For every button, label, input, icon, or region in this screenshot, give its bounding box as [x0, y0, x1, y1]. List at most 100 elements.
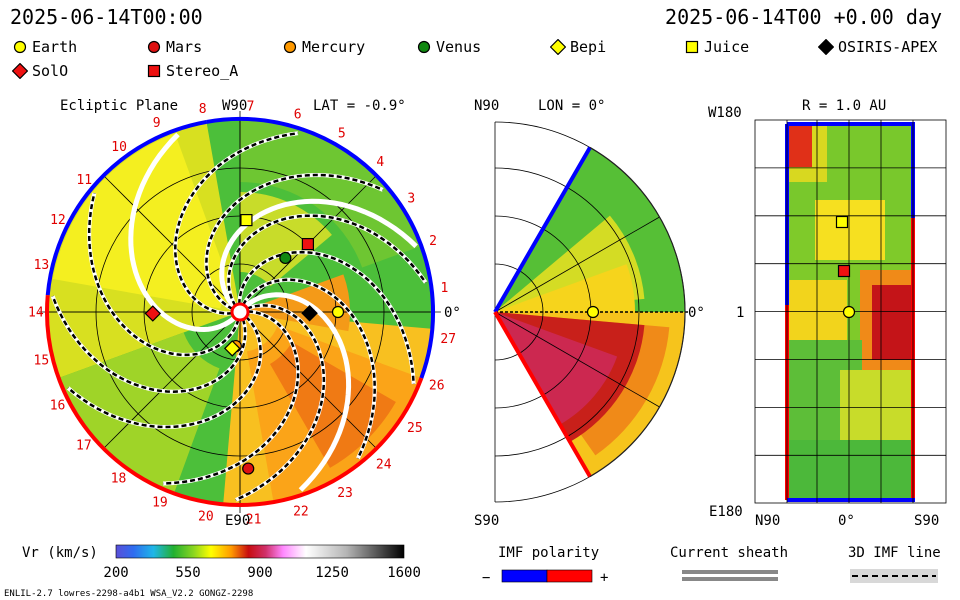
legend-item-solo: SolO: [12, 62, 68, 80]
legend-label: Venus: [436, 38, 482, 56]
legend-item-mars: Mars: [146, 38, 202, 56]
imf-polarity-label: IMF polarity: [498, 545, 599, 561]
meridional-marker-earth: [586, 305, 600, 319]
osiris-diamond-icon: [818, 39, 834, 55]
sector-number: 19: [152, 496, 168, 511]
imf-line: [205, 173, 384, 311]
footer-model-info: ENLIL-2.7 lowres-2298-a4b1 WSA_V2.2 GONG…: [4, 589, 253, 599]
positive-polarity-swatch: [546, 569, 593, 583]
meridional-bottom-label: S90: [474, 513, 499, 529]
colorbar-tick-label: 1250: [315, 565, 349, 581]
sector-number: 12: [50, 213, 66, 228]
legend-item-mercury: Mercury: [282, 38, 365, 56]
ecliptic-bottom-label: E90: [225, 513, 250, 529]
sector-number: 4: [376, 155, 384, 170]
current-sheath-lines: [128, 132, 418, 492]
juice-square-icon: [685, 40, 699, 54]
mer-yellow: [495, 264, 635, 325]
bright-yellow-region: [52, 133, 234, 309]
lonlat-marker-stereo-a: [837, 264, 851, 278]
lonlat-x-label-mid: 0°: [838, 513, 855, 529]
sector-number: 26: [429, 379, 445, 394]
mars-circle-icon-shape: [147, 40, 161, 54]
lonlat-bottom-left-label: E180: [709, 504, 743, 520]
mercury-circle-icon: [283, 40, 297, 54]
meridional-bodies: [586, 305, 600, 319]
legend-label: SolO: [32, 62, 69, 80]
imf-line: [162, 310, 300, 485]
meridional-right-label: 0°: [688, 305, 705, 321]
legend-item-stereo-a: Stereo_A: [146, 62, 238, 80]
earth-circle-icon-shape: [13, 40, 27, 54]
meridional-top-label: N90: [474, 98, 499, 114]
outer-boundary: [589, 146, 686, 478]
legend-item-osiris-apex: OSIRIS-APEX: [818, 38, 937, 56]
rim-negative: [493, 146, 592, 313]
stereo-square-icon: [147, 64, 161, 78]
mer-crimson: [495, 312, 618, 425]
ecliptic-marker-osiris-apex: [301, 304, 318, 322]
sector-number: 16: [50, 398, 66, 413]
ll-bottom-green: [787, 440, 915, 502]
juice-square-icon-shape: [685, 40, 699, 54]
current-sheath-line: [219, 198, 418, 309]
colorbar-tick-label: 900: [247, 565, 272, 581]
colorbar-label: Vr (km/s): [22, 545, 98, 561]
solo-diamond-icon: [12, 63, 28, 79]
sector-number: 2: [429, 234, 437, 249]
imf-line: [238, 250, 415, 385]
timestamp-left: 2025-06-14T00:00: [10, 5, 203, 29]
sector-number: 6: [294, 108, 302, 123]
ecliptic-marker-juice: [240, 214, 253, 227]
lonlat-marker-earth: [842, 305, 856, 319]
current-sheath-line: [128, 132, 237, 333]
imf-line-key: 3D IMF line: [848, 545, 941, 583]
stereo-square-icon-shape: [147, 64, 161, 78]
imf-line: [67, 316, 262, 429]
sector-number: 11: [76, 173, 92, 188]
legend-label: Mars: [166, 38, 203, 56]
timestamp-right: 2025-06-14T00 +0.00 day: [665, 5, 942, 29]
legend-item-earth: Earth: [12, 38, 77, 56]
lonlat-marker-juice: [835, 215, 849, 229]
sector-number: 13: [34, 258, 50, 273]
sector-number: 27: [440, 332, 456, 347]
imf-plus-sign: +: [600, 570, 608, 586]
sector-number: 10: [111, 140, 127, 155]
lonlat-x-label-left: N90: [755, 513, 780, 529]
legend-label: Earth: [32, 38, 78, 56]
earth-circle-icon: [13, 40, 27, 54]
legend-label: OSIRIS-APEX: [838, 38, 938, 56]
lonlat-title: R = 1.0 AU: [802, 98, 886, 114]
ecliptic-marker-bepi: [223, 340, 241, 357]
legend-item-juice: Juice: [684, 38, 749, 56]
sector-number: 21: [246, 513, 262, 528]
current-sheath-line: [243, 292, 352, 492]
current-sheath-key: Current sheath: [670, 545, 788, 581]
sector-number: 9: [153, 116, 161, 131]
range-arc: [494, 167, 640, 457]
polarity-rim: [45, 117, 435, 507]
sector-number: 1: [441, 281, 449, 296]
osiris-diamond-icon-shape: [818, 39, 834, 55]
lonlat-top-left-label: W180: [708, 105, 742, 121]
colorbar: Vr (km/s) 200 550 900 1250 1600: [22, 544, 421, 581]
solo-diamond-icon-shape: [12, 63, 28, 79]
sector-number: 15: [34, 353, 50, 368]
imf-polarity-key: IMF polarity − +: [482, 545, 608, 586]
lonlat-x-label-right: S90: [914, 513, 939, 529]
ll-yellow-mid: [815, 200, 885, 260]
rim-negative: [206, 117, 435, 379]
imf-line: [235, 304, 326, 502]
meridional-panel: [493, 121, 689, 503]
legend-label: Mercury: [302, 38, 366, 56]
sector-number: 23: [337, 486, 353, 501]
ecliptic-marker-earth: [331, 305, 345, 319]
ecliptic-marker-stereo-a: [301, 237, 315, 251]
imf-line: [242, 278, 376, 459]
sector-number: 3: [407, 191, 415, 206]
ll-lower-yellowgreen: [840, 370, 915, 450]
